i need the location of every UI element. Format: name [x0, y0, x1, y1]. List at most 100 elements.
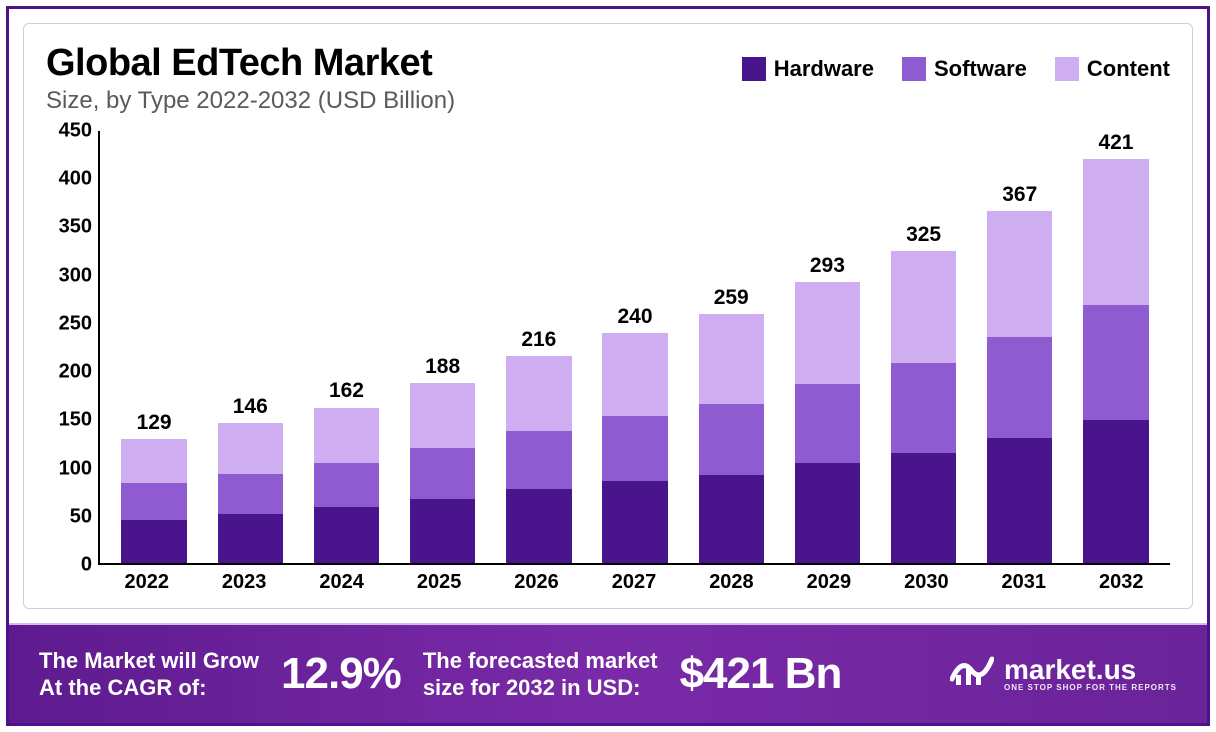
- bar-segment-content: [699, 314, 764, 403]
- bar-total-label: 146: [233, 395, 268, 419]
- chart-card: Global EdTech Market Size, by Type 2022-…: [23, 23, 1193, 609]
- bar-total-label: 293: [810, 254, 845, 278]
- bar-segment-hardware: [1083, 420, 1148, 563]
- bar-slot: 162: [298, 131, 394, 563]
- plot-area: 050100150200250300350400450 129146162188…: [46, 131, 1170, 565]
- x-axis: 2022202320242025202620272028202920302031…: [46, 571, 1170, 594]
- chart-panel: Global EdTech Market Size, by Type 2022-…: [9, 9, 1207, 623]
- bar-segment-software: [891, 363, 956, 452]
- bar-segment-software: [121, 483, 186, 519]
- y-axis: 050100150200250300350400450: [46, 131, 98, 565]
- bar-total-label: 216: [521, 328, 556, 352]
- y-tick: 450: [59, 120, 92, 143]
- x-tick: 2024: [293, 571, 390, 594]
- bar-segment-content: [602, 333, 667, 417]
- bar-segment-content: [121, 439, 186, 483]
- bar-segment-software: [699, 404, 764, 475]
- bar-stack: [410, 383, 475, 563]
- brand-name: market.us ONE STOP SHOP FOR THE REPORTS: [1004, 656, 1177, 692]
- bar-segment-hardware: [987, 438, 1052, 563]
- x-tick: 2022: [98, 571, 195, 594]
- bar-segment-hardware: [602, 481, 667, 563]
- bar-stack: [987, 211, 1052, 563]
- brand-logo-icon: [950, 649, 994, 699]
- chart-subtitle: Size, by Type 2022-2032 (USD Billion): [46, 87, 455, 115]
- bar-segment-software: [506, 431, 571, 490]
- y-tick: 150: [59, 409, 92, 432]
- bar-slot: 129: [106, 131, 202, 563]
- bar-total-label: 162: [329, 379, 364, 403]
- bar-segment-hardware: [121, 520, 186, 563]
- x-tick: 2029: [780, 571, 877, 594]
- bar-segment-content: [1083, 159, 1148, 305]
- legend-item: Hardware: [742, 56, 874, 82]
- bar-stack: [121, 439, 186, 563]
- bar-segment-content: [218, 423, 283, 474]
- legend-item: Content: [1055, 56, 1170, 82]
- bar-segment-hardware: [795, 463, 860, 563]
- bar-stack: [314, 407, 379, 563]
- forecast-label-line1: The forecasted market: [423, 648, 658, 673]
- bar-total-label: 325: [906, 223, 941, 247]
- bar-segment-content: [506, 356, 571, 431]
- bar-segment-software: [218, 474, 283, 514]
- bar-slot: 188: [395, 131, 491, 563]
- x-tick: 2025: [390, 571, 487, 594]
- bars-region: 129 146 162 188 216 240 259 293 325 367 421: [98, 131, 1170, 565]
- legend-item: Software: [902, 56, 1027, 82]
- x-tick: 2032: [1073, 571, 1170, 594]
- forecast-value: $421 Bn: [680, 649, 842, 699]
- bar-segment-software: [1083, 305, 1148, 420]
- title-block: Global EdTech Market Size, by Type 2022-…: [46, 42, 455, 115]
- bar-stack: [699, 314, 764, 563]
- bar-segment-hardware: [699, 475, 764, 563]
- bar-total-label: 421: [1098, 131, 1133, 155]
- bar-segment-hardware: [314, 507, 379, 563]
- bar-slot: 325: [876, 131, 972, 563]
- bar-segment-software: [987, 337, 1052, 438]
- x-tick: 2026: [488, 571, 585, 594]
- bar-segment-content: [891, 251, 956, 363]
- bar-stack: [218, 423, 283, 563]
- bar-slot: 240: [587, 131, 683, 563]
- bar-segment-software: [795, 384, 860, 464]
- bar-stack: [602, 333, 667, 563]
- bar-total-label: 240: [618, 305, 653, 329]
- chart-legend: Hardware Software Content: [742, 56, 1170, 82]
- brand-name-text: market.us: [1004, 656, 1177, 684]
- y-tick: 300: [59, 264, 92, 287]
- y-tick: 0: [81, 554, 92, 577]
- y-tick: 100: [59, 457, 92, 480]
- forecast-label-line2: size for 2032 in USD:: [423, 675, 641, 700]
- brand-tagline: ONE STOP SHOP FOR THE REPORTS: [1004, 684, 1177, 692]
- bar-segment-content: [410, 383, 475, 448]
- bar-total-label: 259: [714, 286, 749, 310]
- bar-total-label: 188: [425, 355, 460, 379]
- bar-segment-hardware: [506, 489, 571, 563]
- x-tick: 2027: [585, 571, 682, 594]
- y-tick: 250: [59, 312, 92, 335]
- cagr-label-line2: At the CAGR of:: [39, 675, 206, 700]
- bar-total-label: 367: [1002, 183, 1037, 207]
- bar-segment-content: [987, 211, 1052, 338]
- bar-total-label: 129: [137, 411, 172, 435]
- chart-header: Global EdTech Market Size, by Type 2022-…: [46, 42, 1170, 115]
- bar-segment-content: [795, 282, 860, 384]
- bar-segment-content: [314, 408, 379, 464]
- bar-segment-software: [314, 463, 379, 507]
- bar-segment-software: [602, 416, 667, 481]
- x-tick: 2023: [195, 571, 292, 594]
- chart-title: Global EdTech Market: [46, 42, 455, 85]
- y-tick: 50: [70, 505, 92, 528]
- legend-label: Hardware: [774, 56, 874, 82]
- footer-bar: The Market will Grow At the CAGR of: 12.…: [9, 623, 1207, 723]
- bar-slot: 146: [202, 131, 298, 563]
- bar-segment-software: [410, 448, 475, 499]
- bar-slot: 216: [491, 131, 587, 563]
- bar-segment-hardware: [891, 453, 956, 563]
- y-tick: 400: [59, 168, 92, 191]
- bars-row: 129 146 162 188 216 240 259 293 325 367 421: [100, 131, 1170, 563]
- bar-slot: 421: [1068, 131, 1164, 563]
- x-tick: 2028: [683, 571, 780, 594]
- bar-stack: [891, 251, 956, 563]
